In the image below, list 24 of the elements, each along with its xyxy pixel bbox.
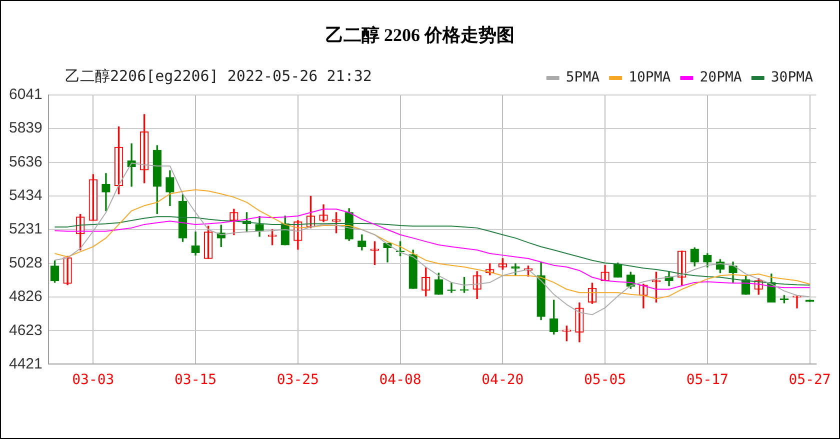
y-tick-label: 6041	[8, 86, 42, 104]
y-tick-label: 5434	[8, 187, 42, 204]
x-tick-label: 03-15	[174, 372, 217, 388]
x-tick-label: 04-08	[379, 372, 422, 388]
y-tick-label: 4623	[8, 322, 42, 339]
legend-label: 10PMA	[628, 70, 672, 86]
x-tick-label: 05-05	[584, 372, 626, 388]
x-tick-label: 04-20	[482, 372, 524, 388]
x-tick-label: 03-03	[72, 372, 114, 388]
candlestick	[792, 296, 802, 308]
legend-label: 20PMA	[700, 70, 742, 86]
x-tick-label: 05-27	[788, 372, 831, 388]
y-tick-label: 5028	[8, 254, 42, 272]
y-tick-label: 5231	[8, 220, 42, 238]
chart-title: 乙二醇 2206 价格走势图	[324, 24, 516, 47]
y-tick-label: 5636	[8, 153, 42, 170]
y-tick-label: 4421	[8, 355, 42, 372]
y-tick-label: 4826	[8, 288, 42, 306]
y-tick-label: 5839	[8, 120, 42, 137]
x-tick-label: 05-17	[686, 372, 728, 388]
legend-label: 5PMA	[566, 70, 600, 86]
legend-label: 30PMA	[770, 70, 814, 86]
x-tick-label: 03-25	[276, 372, 319, 388]
chart-subtitle: 乙二醇2206[eg2206] 2022-05-26 21:32	[65, 67, 372, 86]
